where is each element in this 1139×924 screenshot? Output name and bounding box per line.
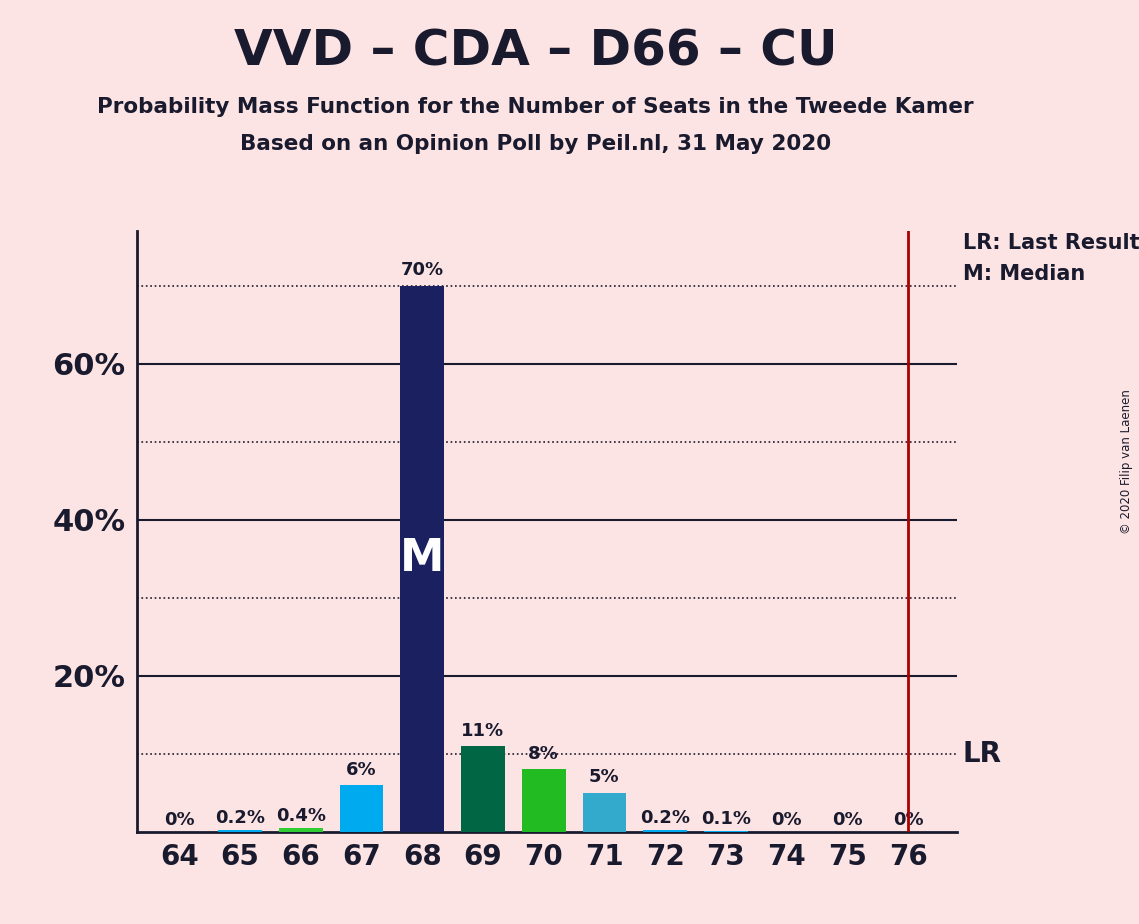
Bar — [522, 769, 566, 832]
Text: Probability Mass Function for the Number of Seats in the Tweede Kamer: Probability Mass Function for the Number… — [97, 97, 974, 117]
Text: 8%: 8% — [528, 745, 559, 763]
Bar — [218, 830, 262, 832]
Bar — [279, 829, 322, 832]
Text: 6%: 6% — [346, 760, 377, 779]
Bar — [339, 784, 384, 832]
Text: LR: LR — [962, 739, 1002, 768]
Text: M: Median: M: Median — [962, 264, 1085, 284]
Text: 0.2%: 0.2% — [640, 808, 690, 827]
Bar — [582, 793, 626, 832]
Text: © 2020 Filip van Laenen: © 2020 Filip van Laenen — [1121, 390, 1133, 534]
Text: 5%: 5% — [589, 769, 620, 786]
Text: VVD – CDA – D66 – CU: VVD – CDA – D66 – CU — [233, 28, 837, 76]
Text: M: M — [400, 537, 444, 580]
Text: 0%: 0% — [893, 811, 924, 829]
Bar — [461, 746, 505, 832]
Text: 11%: 11% — [461, 722, 505, 739]
Text: 0.4%: 0.4% — [276, 808, 326, 825]
Text: 0%: 0% — [771, 811, 802, 829]
Text: 0.2%: 0.2% — [215, 808, 265, 827]
Text: 0.1%: 0.1% — [700, 809, 751, 828]
Text: 70%: 70% — [401, 261, 444, 279]
Bar — [400, 286, 444, 832]
Text: Based on an Opinion Poll by Peil.nl, 31 May 2020: Based on an Opinion Poll by Peil.nl, 31 … — [240, 134, 830, 154]
Text: 0%: 0% — [164, 811, 195, 829]
Bar — [644, 830, 687, 832]
Text: LR: Last Result: LR: Last Result — [962, 233, 1139, 252]
Text: 0%: 0% — [833, 811, 862, 829]
